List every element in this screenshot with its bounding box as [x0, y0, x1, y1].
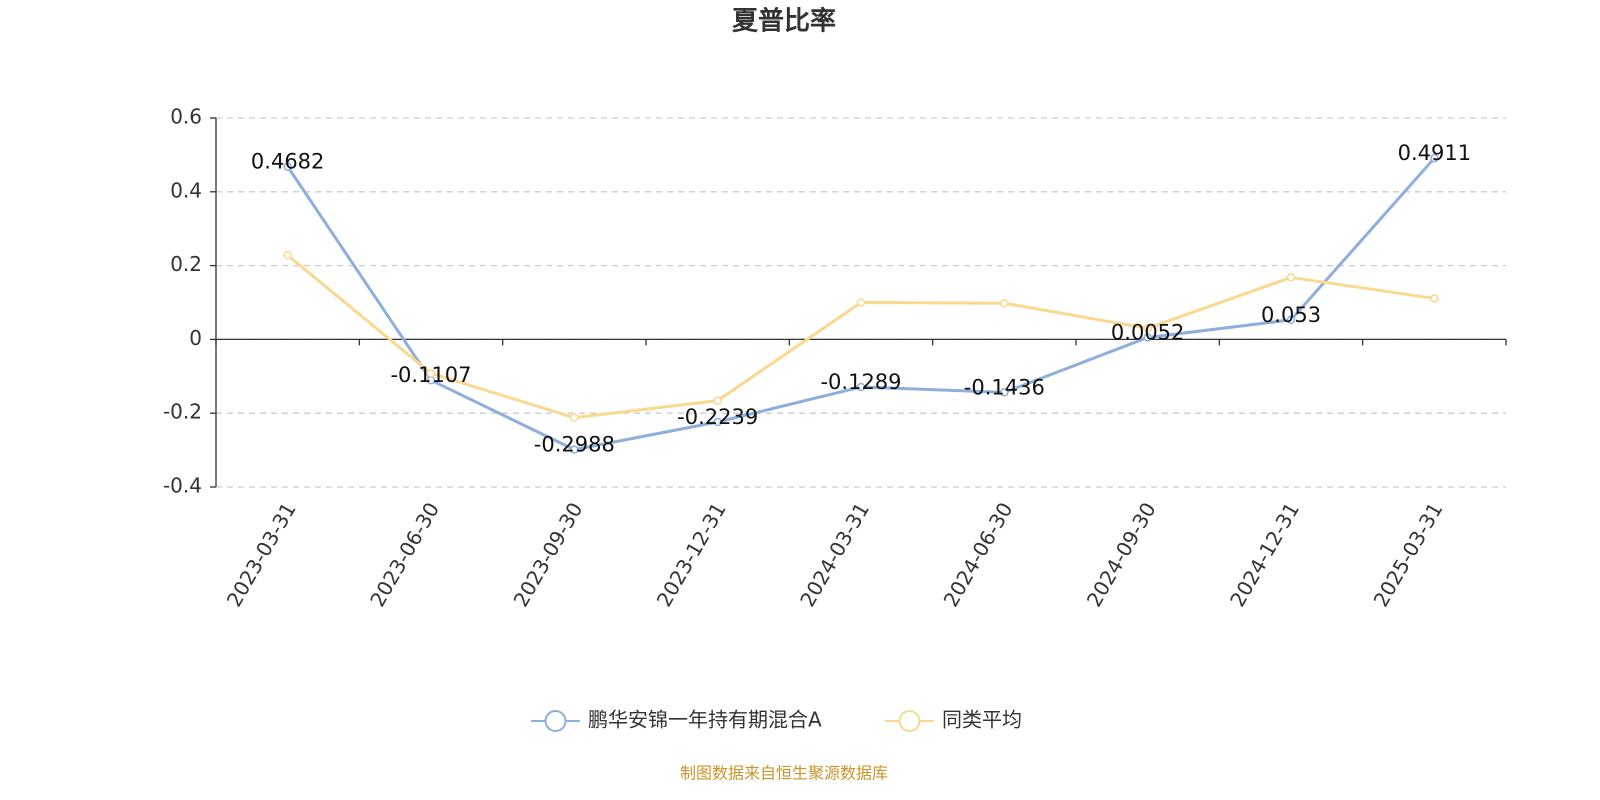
x-tick-label: 2024-03-31	[795, 498, 874, 611]
value-label: -0.2988	[534, 433, 615, 457]
y-tick-label: 0.6	[170, 105, 202, 129]
legend-label: 同类平均	[942, 708, 1022, 732]
value-label: -0.2239	[677, 405, 758, 429]
y-tick-label: 0.2	[170, 252, 202, 276]
data-point	[1000, 298, 1009, 308]
value-label: -0.1289	[820, 370, 901, 394]
legend-label: 鹏华安锦一年持有期混合A	[588, 708, 822, 732]
data-point	[570, 445, 579, 454]
source-note: 制图数据来自恒生聚源数据库	[680, 764, 888, 783]
x-tick-label: 2024-06-30	[939, 498, 1018, 611]
data-point	[426, 369, 436, 378]
x-tick-label: 2025-03-31	[1369, 498, 1448, 611]
legend-marker	[544, 710, 567, 732]
data-point	[856, 382, 866, 392]
data-point	[570, 413, 579, 422]
y-tick-label: -0.2	[163, 400, 202, 424]
value-label: -0.1436	[964, 375, 1045, 399]
value-label: 0.0052	[1111, 320, 1184, 344]
data-point	[856, 298, 866, 307]
x-tick-label: 2024-09-30	[1082, 498, 1161, 611]
value-label: 0.4911	[1398, 141, 1471, 165]
data-point	[1286, 315, 1296, 325]
legend-marker	[898, 710, 921, 732]
data-point	[1000, 388, 1009, 397]
data-point	[1430, 153, 1439, 163]
x-tick-label: 2023-03-31	[222, 498, 301, 611]
y-tick-label: 0	[189, 326, 202, 350]
value-label: -0.1107	[390, 363, 471, 387]
data-point	[1430, 294, 1439, 303]
data-point	[713, 396, 722, 405]
y-tick-label: 0.4	[170, 178, 202, 202]
y-tick-label: -0.4	[163, 474, 202, 498]
value-label: 0.4682	[251, 150, 324, 174]
x-tick-label: 2023-06-30	[365, 498, 444, 611]
data-point	[283, 251, 292, 260]
chart-title: 夏普比率	[732, 6, 836, 37]
data-point	[713, 417, 722, 427]
data-point	[1286, 273, 1296, 282]
data-point	[283, 162, 292, 171]
data-point	[1143, 324, 1152, 333]
value-label: 0.053	[1261, 303, 1321, 327]
x-tick-label: 2023-12-31	[652, 498, 731, 611]
data-point	[1143, 333, 1152, 342]
x-tick-label: 2023-09-30	[509, 498, 588, 611]
x-tick-label: 2024-12-31	[1225, 498, 1304, 611]
